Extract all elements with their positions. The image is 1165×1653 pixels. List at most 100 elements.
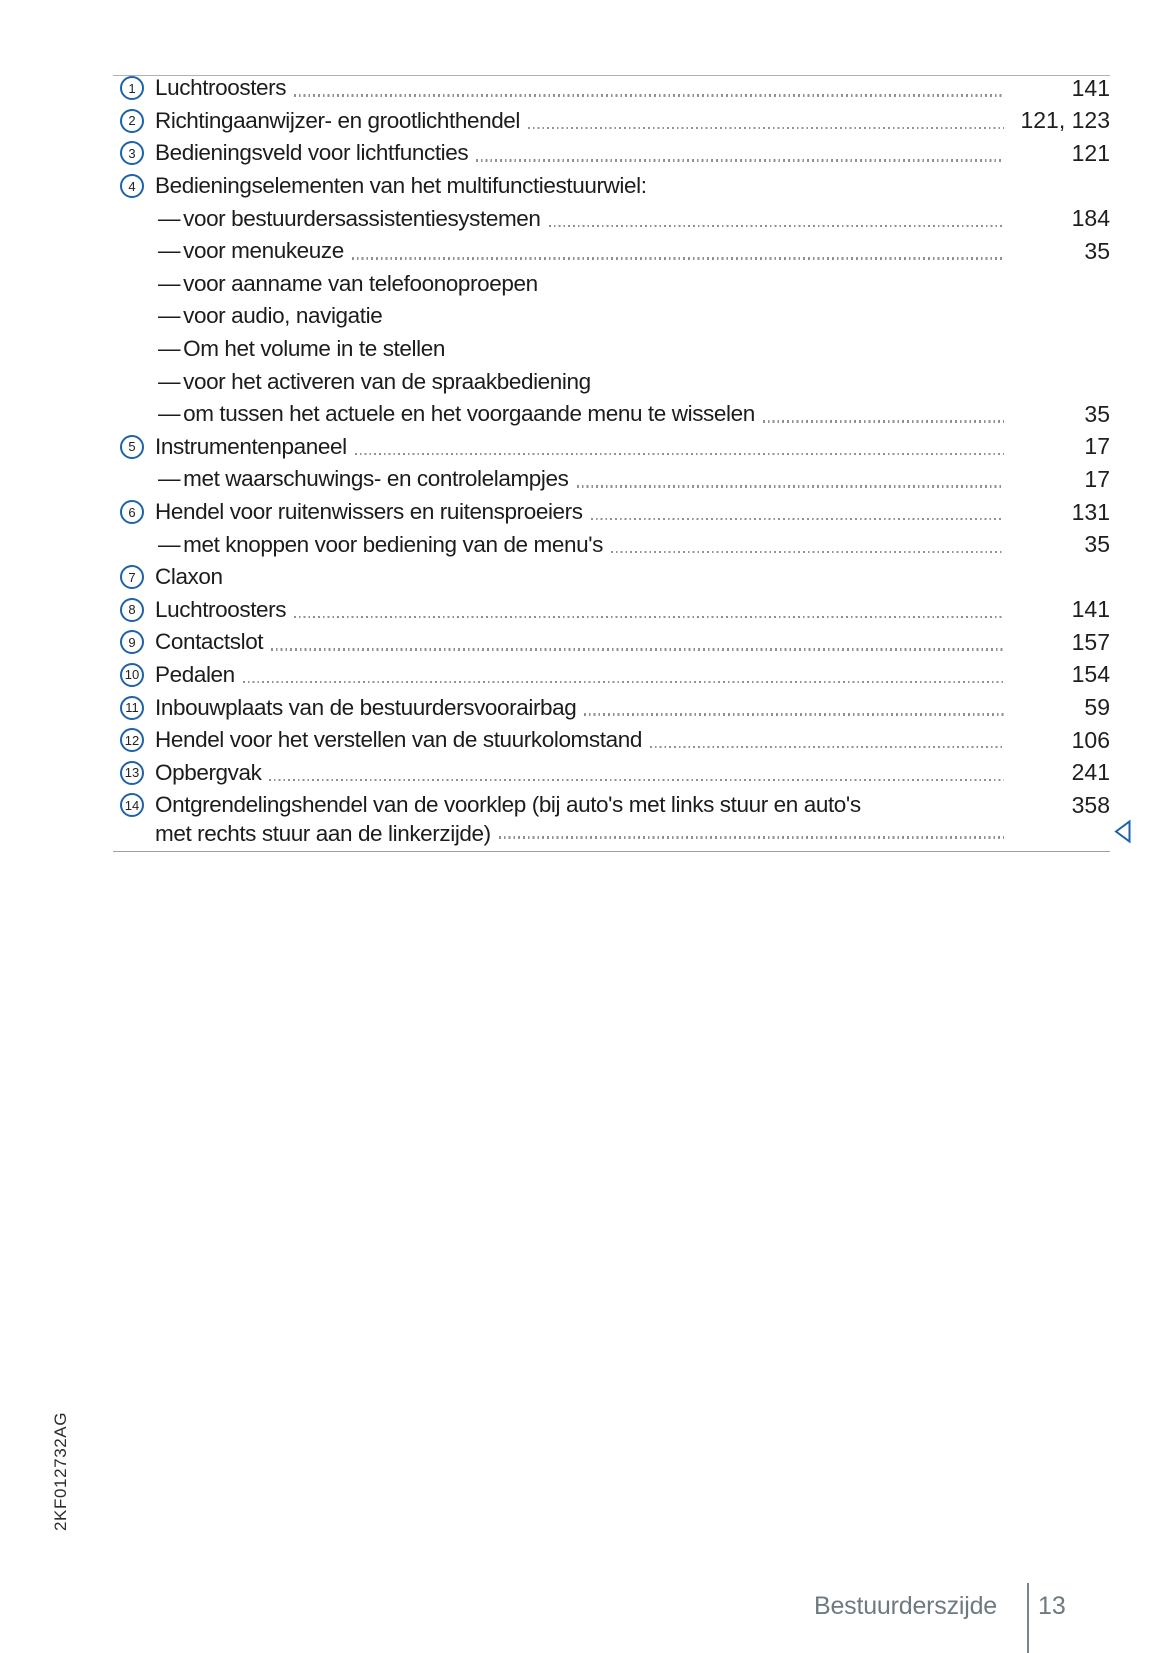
page-number: 35 xyxy=(1084,400,1110,427)
toc-row: 12 Hendel voor het verstellen van de stuu… xyxy=(113,724,1110,757)
dotted-leader xyxy=(271,648,1004,651)
toc-row-continuation: met rechts stuur aan de linkerzijde) xyxy=(113,821,1110,847)
item-number-badge: 14 xyxy=(120,793,144,818)
toc-subrow: — om tussen het actuele en het voorgaande… xyxy=(113,398,1110,431)
toc-subrow: — Om het volume in te stellen xyxy=(113,333,1110,366)
dotted-leader xyxy=(242,680,1004,684)
item-label: voor menukeuze xyxy=(183,238,344,264)
toc-list: 1 Luchtroosters 141 2 Richtingaanwijzer- en … xyxy=(113,72,1110,847)
item-label: voor het activeren van de spraakbedienin… xyxy=(183,368,591,394)
toc-row: 2 Richtingaanwijzer- en grootlichthendel 1… xyxy=(113,105,1110,138)
item-number-badge: 7 xyxy=(120,565,144,590)
toc-subrow: — voor het activeren van de spraakbedieni… xyxy=(113,365,1110,398)
item-label: Instrumentenpaneel xyxy=(155,433,347,459)
dotted-leader xyxy=(649,746,1004,749)
bottom-divider xyxy=(113,851,1110,852)
page-number: 59 xyxy=(1084,694,1110,721)
footer-page-number: 13 xyxy=(1038,1592,1066,1620)
item-label: Luchtroosters xyxy=(155,596,287,622)
page-number: 154 xyxy=(1071,661,1110,688)
toc-row: 13 Opbergvak 241 xyxy=(113,756,1110,789)
page-number: 141 xyxy=(1071,596,1110,623)
dash-marker: — xyxy=(158,270,181,296)
item-number-badge: 4 xyxy=(120,174,144,199)
dotted-leader xyxy=(294,615,1004,619)
footer-divider xyxy=(1027,1583,1029,1653)
toc-row: 9 Contactslot 157 xyxy=(113,626,1110,659)
item-label: met waarschuwings- en controlelampjes xyxy=(183,466,569,492)
item-label: Richtingaanwijzer- en grootlichthendel xyxy=(155,107,521,133)
section-end-triangle-icon xyxy=(1114,819,1131,844)
item-label: Om het volume in te stellen xyxy=(183,336,445,362)
item-number-badge: 1 xyxy=(120,76,144,101)
toc-subrow: — voor menukeuze 35 xyxy=(113,235,1110,268)
item-number-badge: 13 xyxy=(120,760,144,785)
toc-row: 4 Bedieningselementen van het multifuncti… xyxy=(113,170,1110,203)
page-number: 184 xyxy=(1071,205,1110,232)
toc-subrow: — met waarschuwings- en controlelampjes 17 xyxy=(113,463,1110,496)
dash-marker: — xyxy=(158,303,181,329)
page-number: 106 xyxy=(1071,726,1110,753)
top-divider xyxy=(113,75,1110,76)
dotted-leader xyxy=(584,713,1004,716)
page-number: 17 xyxy=(1084,433,1110,460)
dotted-leader xyxy=(476,159,1004,162)
dash-marker: — xyxy=(158,466,181,492)
toc-row: 11 Inbouwplaats van de bestuurdersvoorair… xyxy=(113,691,1110,724)
page-number: 35 xyxy=(1084,531,1110,558)
item-label: Contactslot xyxy=(155,629,264,655)
toc-row: 5 Instrumentenpaneel 17 xyxy=(113,431,1110,464)
dotted-leader xyxy=(576,485,1004,488)
item-number-badge: 11 xyxy=(120,695,144,720)
dotted-leader xyxy=(269,778,1004,782)
page-number: 241 xyxy=(1071,759,1110,786)
item-label: Opbergvak xyxy=(155,759,262,785)
dotted-leader xyxy=(590,517,1004,521)
item-label: om tussen het actuele en het voorgaande … xyxy=(183,401,755,427)
dotted-leader xyxy=(548,224,1004,227)
page-number: 17 xyxy=(1084,465,1110,492)
item-label: voor audio, navigatie xyxy=(183,303,383,329)
toc-subrow: — voor audio, navigatie xyxy=(113,300,1110,333)
item-number-badge: 2 xyxy=(120,108,144,133)
toc-row: 10 Pedalen 154 xyxy=(113,659,1110,692)
dotted-leader xyxy=(498,836,1004,839)
toc-row: 7 Claxon xyxy=(113,561,1110,594)
toc-row: 14 Ontgrendelingshendel van de voorklep (… xyxy=(113,789,1110,822)
dash-marker: — xyxy=(158,401,181,427)
item-label: Hendel voor het verstellen van de stuurk… xyxy=(155,727,642,753)
dotted-leader xyxy=(351,257,1004,260)
toc-subrow: — voor aanname van telefoonoproepen xyxy=(113,268,1110,301)
toc-row: 6 Hendel voor ruitenwissers en ruitenspro… xyxy=(113,496,1110,529)
item-number-badge: 9 xyxy=(120,630,144,655)
item-number-badge: 12 xyxy=(120,728,144,753)
dotted-leader xyxy=(354,452,1004,456)
item-number-badge: 3 xyxy=(120,141,144,166)
item-label: met knoppen voor bediening van de menu's xyxy=(183,531,603,557)
item-label: voor bestuurdersassistentiesystemen xyxy=(183,205,541,231)
dash-marker: — xyxy=(158,368,181,394)
dash-marker: — xyxy=(158,336,181,362)
page-number: 358 xyxy=(1071,791,1110,818)
item-label: Bedieningselementen van het multifunctie… xyxy=(155,173,647,199)
item-number-badge: 6 xyxy=(120,500,144,525)
item-label: Ontgrendelingshendel van de voorklep (bi… xyxy=(155,792,861,818)
item-label: Pedalen xyxy=(155,661,235,687)
item-label: Hendel voor ruitenwissers en ruitensproe… xyxy=(155,499,583,525)
dash-marker: — xyxy=(158,238,181,264)
item-label: Claxon xyxy=(155,564,223,590)
dotted-leader xyxy=(294,94,1004,97)
item-number-badge: 10 xyxy=(120,662,144,687)
item-number-badge: 5 xyxy=(120,434,144,459)
item-label: met rechts stuur aan de linkerzijde) xyxy=(155,821,491,847)
toc-subrow: — met knoppen voor bediening van de menu'… xyxy=(113,528,1110,561)
footer-section-label: Bestuurderszijde xyxy=(813,1592,997,1620)
toc-row: 1 Luchtroosters 141 xyxy=(113,72,1110,105)
toc-row: 8 Luchtroosters 141 xyxy=(113,594,1110,627)
item-number-badge: 8 xyxy=(120,597,144,622)
page-number: 121 xyxy=(1071,139,1110,166)
item-label: Bedieningsveld voor lichtfuncties xyxy=(155,140,469,166)
dotted-leader xyxy=(610,550,1004,553)
toc-row: 3 Bedieningsveld voor lichtfuncties 121 xyxy=(113,137,1110,170)
